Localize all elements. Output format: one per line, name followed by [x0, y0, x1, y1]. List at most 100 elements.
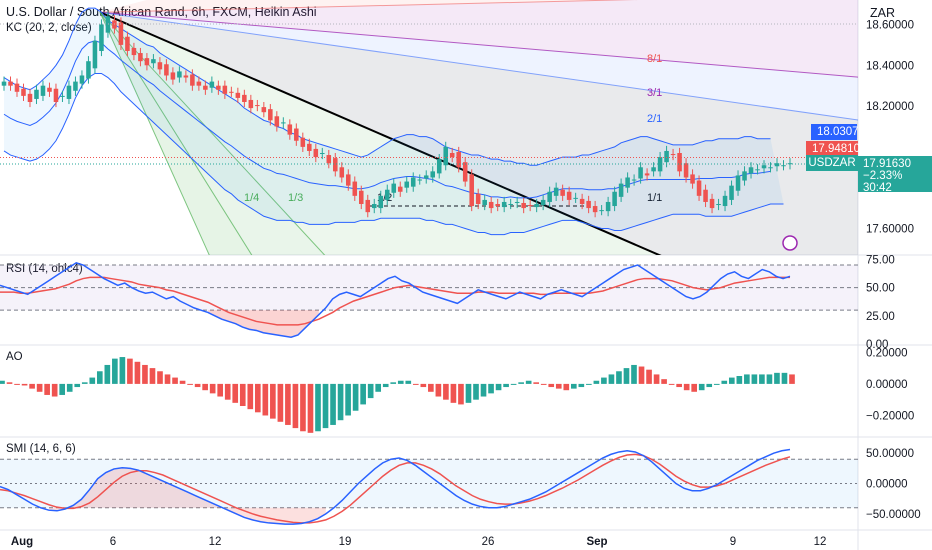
- ao-bar: [6, 382, 13, 384]
- candle-body: [21, 88, 26, 96]
- candle-body: [235, 92, 241, 98]
- ao-bar: [277, 383, 284, 422]
- candle-body: [27, 93, 33, 102]
- ao-bar: [555, 383, 562, 389]
- gann-fan-label: 2/1: [647, 113, 662, 125]
- gann-fan-label: 3/1: [647, 87, 662, 99]
- ao-bar: [420, 383, 427, 388]
- ao-bar: [789, 374, 795, 384]
- ao-bar: [66, 383, 73, 392]
- candle-body: [696, 180, 702, 196]
- candle-body: [183, 75, 189, 78]
- candle-body: [209, 81, 215, 88]
- candle-body: [638, 167, 643, 179]
- candle-body: [586, 200, 591, 209]
- gann-fan-line: [99, 11, 326, 255]
- ao-bar: [631, 364, 637, 384]
- candle-body: [690, 174, 695, 184]
- time-axis-tick: 12: [209, 536, 222, 548]
- ao-bar: [51, 383, 58, 397]
- gann-fan-line: [99, 11, 858, 78]
- ao-bar: [112, 358, 118, 384]
- ao-bar: [285, 383, 291, 425]
- ao-bar: [104, 364, 111, 384]
- ao-bar: [81, 382, 88, 384]
- ao-bar: [390, 382, 397, 384]
- ao-bar: [352, 383, 359, 411]
- smi-signal-line: [0, 453, 791, 524]
- ao-bar: [503, 383, 509, 388]
- candle-body: [488, 201, 494, 209]
- ao-bar: [548, 383, 555, 388]
- candle-body: [229, 91, 234, 93]
- ao-bar: [774, 372, 780, 384]
- rsi-oversold-fill: [207, 310, 319, 338]
- time-axis-tick: 12: [814, 536, 827, 548]
- candle-body: [170, 72, 176, 80]
- gann-fan-label: 8/1: [647, 53, 662, 65]
- candle-body: [469, 174, 474, 207]
- ao-bar: [397, 380, 404, 384]
- smi-legend[interactable]: SMI (14, 6, 6): [6, 443, 76, 455]
- candle-body: [222, 85, 228, 94]
- rsi-legend[interactable]: RSI (14, ohlc4): [6, 263, 83, 275]
- smi-line: [0, 448, 791, 525]
- ao-bar: [21, 383, 28, 386]
- candle-body: [73, 81, 78, 91]
- ao-bar: [44, 383, 50, 395]
- gann-fan-line: [99, 11, 662, 255]
- candle-body: [105, 16, 111, 33]
- candle-body: [371, 204, 377, 209]
- ao-bar: [412, 383, 419, 385]
- ao-bar: [638, 366, 645, 384]
- candle-body: [514, 201, 520, 203]
- gann-fan-line: [99, 12, 210, 255]
- candle-body: [410, 177, 416, 187]
- candle-body: [547, 191, 552, 202]
- gann-fan-label: 1/4: [244, 192, 259, 204]
- candle-body: [761, 165, 767, 169]
- candle-body: [144, 58, 150, 66]
- ao-bar: [337, 383, 344, 421]
- candle-body: [40, 85, 46, 96]
- gann-fan-zone: [100, 0, 858, 78]
- candle-body: [339, 167, 345, 178]
- last-close-price-tag: 17.94810: [806, 141, 860, 157]
- ao-bar: [232, 383, 239, 403]
- keltner-upper-line: [3, 7, 771, 166]
- ao-bar: [601, 377, 607, 384]
- candle-body: [482, 199, 487, 206]
- ao-bar: [247, 383, 254, 410]
- ao-legend[interactable]: AO: [6, 351, 23, 363]
- ao-bar: [781, 372, 788, 384]
- ao-bar: [480, 383, 487, 397]
- ao-bar: [728, 377, 735, 384]
- candle-body: [274, 116, 280, 127]
- candle-body: [261, 107, 267, 113]
- ao-bar: [668, 383, 675, 385]
- candle-body: [560, 189, 565, 196]
- candle-body: [527, 205, 533, 207]
- keltner-basis-line: [3, 40, 771, 199]
- ao-bar: [683, 383, 690, 391]
- time-axis-tick: 26: [482, 536, 495, 548]
- ao-bar: [300, 383, 306, 432]
- ao-bar: [217, 383, 224, 397]
- ao-bar: [262, 383, 269, 416]
- candle-body: [729, 185, 734, 200]
- candle-body: [287, 124, 293, 135]
- candle-body: [404, 181, 410, 188]
- ao-bar: [330, 383, 336, 425]
- ao-bar: [676, 383, 682, 388]
- ao-axis-tick: 0.00000: [866, 379, 908, 391]
- upper-band-price-tag: 18.0307: [811, 124, 859, 140]
- keltner-legend[interactable]: KC (20, 2, close): [6, 22, 92, 34]
- candle-body: [599, 210, 604, 212]
- ao-bar: [375, 383, 382, 392]
- smi-axis-tick: 50.00000: [866, 448, 914, 460]
- ao-bar: [29, 383, 35, 389]
- ao-bar: [578, 383, 585, 388]
- candle-body: [190, 74, 195, 86]
- gann-fan-line: [99, 0, 638, 13]
